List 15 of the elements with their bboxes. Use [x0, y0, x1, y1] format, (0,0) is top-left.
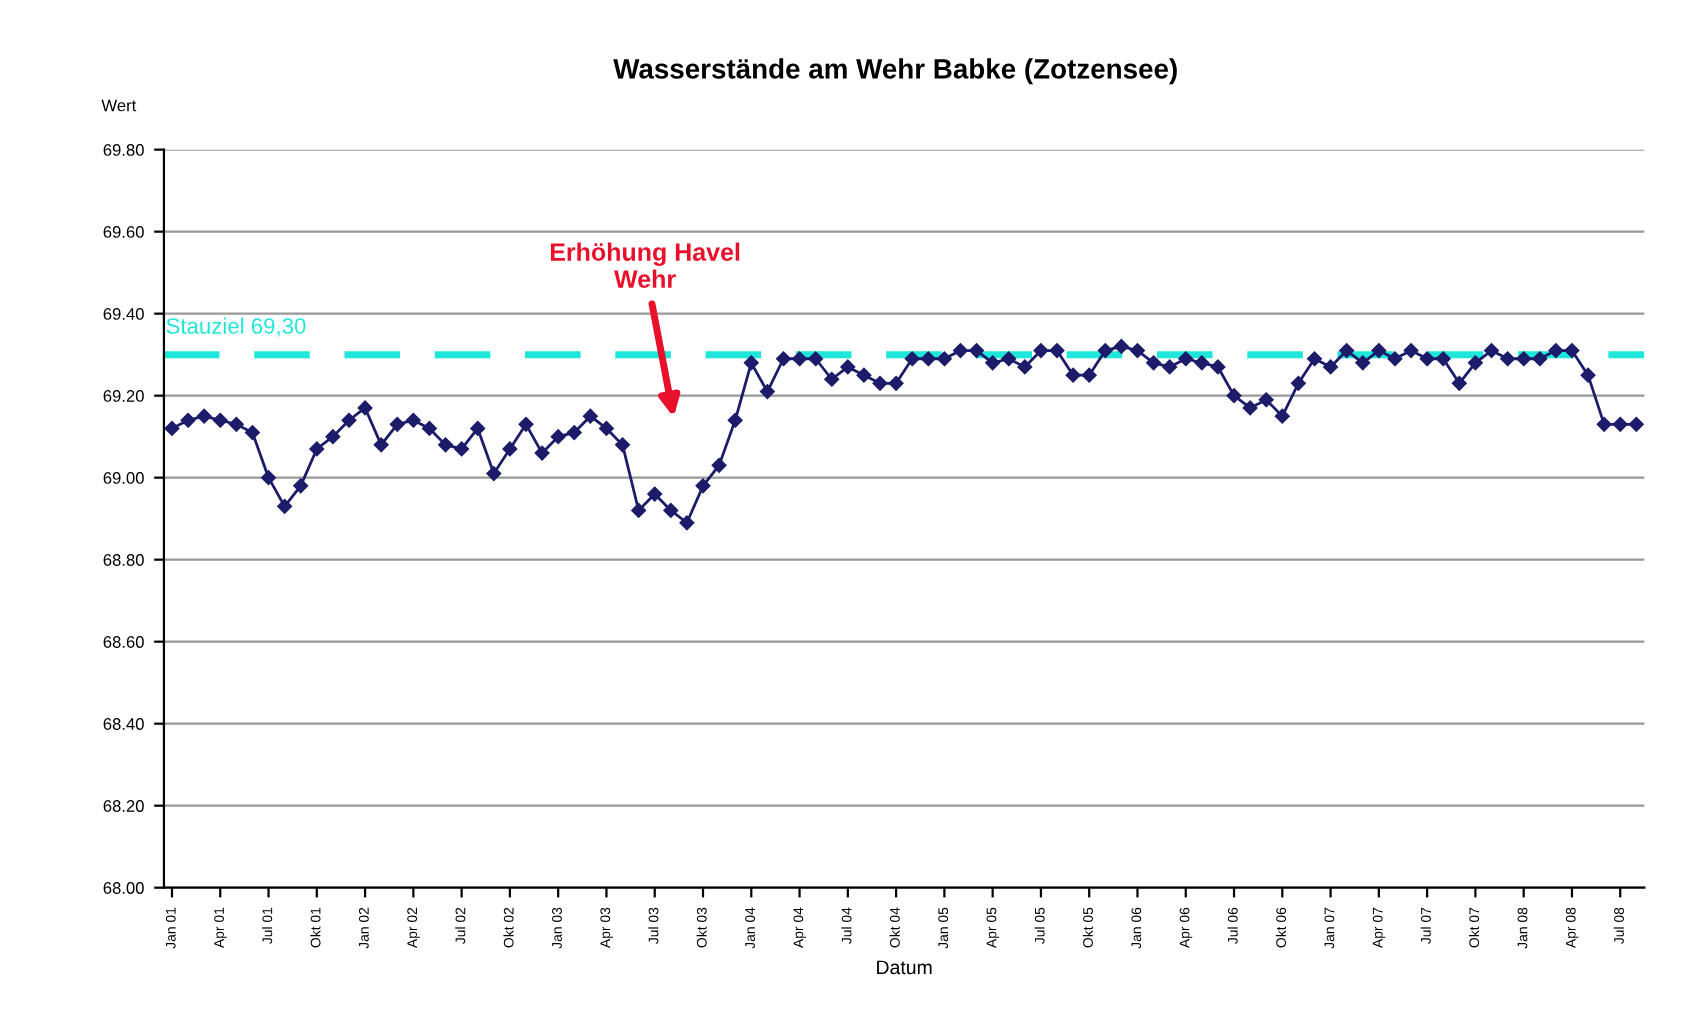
- x-axis-title: Datum: [877, 960, 932, 975]
- y-tick-label: 69.20: [103, 390, 144, 402]
- y-tick-label: 68.40: [103, 718, 144, 730]
- y-tick-label: 69.40: [103, 308, 144, 320]
- y-tick-label: 69.80: [103, 144, 144, 156]
- y-tick-label: 68.20: [103, 800, 144, 812]
- y-tick-label: 69.60: [103, 226, 144, 238]
- y-tick-label: 68.00: [103, 882, 144, 894]
- chart-title: Wasserstände am Wehr Babke (Zotzensee): [613, 58, 1177, 85]
- y-tick-label: 69.00: [103, 472, 144, 484]
- y-axis-title: Wert: [101, 99, 137, 112]
- y-tick-label: 68.80: [103, 554, 144, 566]
- annotation: Erhöhung Havel Wehr: [550, 242, 740, 288]
- y-tick-label: 68.60: [103, 636, 144, 648]
- ref-line-label: Stauziel 69,30: [166, 317, 306, 337]
